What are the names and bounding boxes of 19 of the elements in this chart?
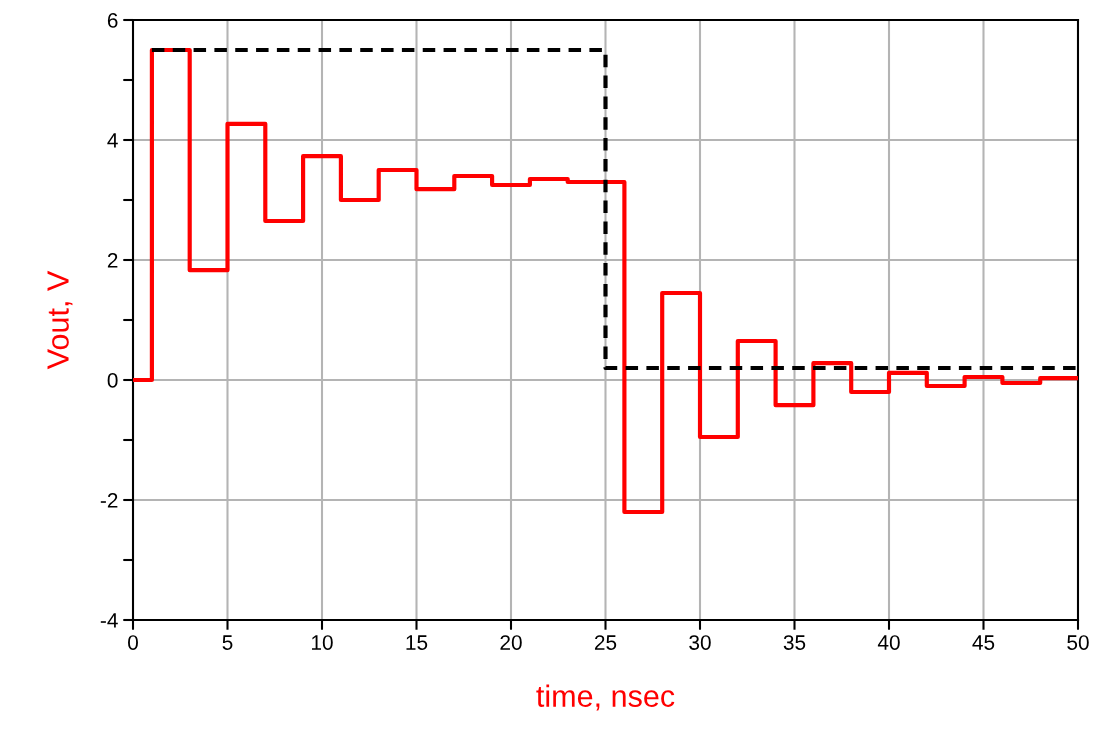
y-axis-title: Vout, V bbox=[47, 270, 73, 370]
y-tick-label: 0 bbox=[107, 373, 118, 388]
y-tick-label: 2 bbox=[107, 253, 118, 268]
y-tick-label: -2 bbox=[100, 493, 118, 508]
x-tick-label: 50 bbox=[1067, 635, 1089, 650]
x-tick-label: 15 bbox=[406, 635, 428, 650]
y-tick-label: -4 bbox=[100, 613, 118, 628]
x-tick-label: 35 bbox=[783, 635, 806, 650]
x-tick-label: 30 bbox=[689, 635, 711, 650]
x-tick-label: 0 bbox=[128, 635, 138, 650]
x-tick-label: 5 bbox=[222, 635, 233, 650]
y-tick-label: 6 bbox=[107, 13, 118, 28]
x-tick-label: 45 bbox=[972, 635, 995, 650]
x-tick-label: 10 bbox=[312, 635, 333, 650]
x-tick-label: 25 bbox=[594, 635, 617, 650]
x-axis-title: time, nsec bbox=[536, 684, 675, 711]
y-tick-label: 4 bbox=[107, 133, 118, 148]
x-tick-label: 20 bbox=[500, 635, 522, 650]
x-tick-label: 40 bbox=[877, 635, 900, 650]
